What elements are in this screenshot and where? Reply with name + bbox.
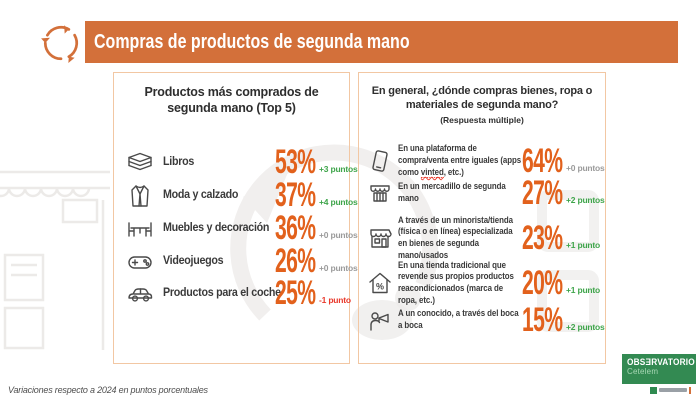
percentage-value: 53% bbox=[275, 143, 316, 181]
percentage-value: 26% bbox=[275, 242, 316, 280]
list-item-muebles: Muebles y decoración 36% +0 puntos bbox=[126, 211, 358, 245]
books-icon bbox=[128, 152, 152, 170]
list-item-tienda-tradicional: % En una tienda tradicional que revende … bbox=[367, 260, 602, 305]
delta-badge: +1 punto bbox=[566, 240, 601, 250]
word-of-mouth-icon bbox=[370, 311, 389, 331]
delta-badge: +4 puntos bbox=[319, 197, 358, 207]
left-panel-title: Productos más comprados de segunda mano … bbox=[114, 84, 349, 117]
car-icon bbox=[128, 287, 153, 302]
item-value: 37% +4 puntos bbox=[275, 176, 358, 214]
list-item-minorista: A través de un minorista/tienda (física … bbox=[367, 215, 602, 260]
delta-badge: +2 puntos bbox=[566, 322, 605, 332]
list-item-videojuegos: Videojuegos 26% +0 puntos bbox=[126, 244, 358, 278]
item-value: 23% +1 punto bbox=[522, 219, 602, 257]
item-value: 64% +0 puntos bbox=[522, 142, 605, 180]
delta-badge: +2 puntos bbox=[566, 195, 605, 205]
panel-top-products: Productos más comprados de segunda mano … bbox=[113, 72, 358, 364]
item-value: 53% +3 puntos bbox=[275, 143, 358, 181]
list-item-boca-a-boca: A un conocido, a través del boca a boca … bbox=[367, 301, 605, 339]
right-panel-subtitle: (Respuesta múltiple) bbox=[440, 114, 524, 125]
item-value: 20% +1 punto bbox=[522, 264, 602, 302]
left-panel-title-line1: Productos más comprados de bbox=[144, 85, 319, 99]
list-item-mercadillo: En un mercadillo de segunda mano 27% +2 … bbox=[367, 174, 605, 212]
logo-line2: Cetelem bbox=[627, 367, 659, 376]
item-label: En una tienda tradicional que revende su… bbox=[398, 259, 514, 305]
item-value: 26% +0 puntos bbox=[275, 242, 358, 280]
right-panel-title: En general, ¿dónde compras bienes, ropa … bbox=[359, 84, 605, 113]
percentage-value: 64% bbox=[522, 142, 563, 180]
percentage-value: 27% bbox=[522, 174, 563, 212]
header-bar: Compras de productos de segunda mano bbox=[85, 21, 678, 63]
percentage-value: 37% bbox=[275, 176, 316, 214]
item-label: Moda y calzado bbox=[163, 189, 239, 201]
list-item-coche: Productos para el coche 25% -1 punto bbox=[126, 276, 351, 310]
left-panel-title-line2: segunda mano (Top 5) bbox=[167, 101, 296, 116]
smartphone-icon bbox=[372, 149, 388, 172]
right-panel-title-line2: materiales de segunda mano? bbox=[405, 99, 559, 112]
item-label: Libros bbox=[163, 156, 195, 168]
suit-icon bbox=[131, 184, 149, 207]
item-value: 15% +2 puntos bbox=[522, 301, 605, 339]
market-stall-icon bbox=[370, 184, 390, 202]
item-label: A través de un minorista/tienda (física … bbox=[398, 214, 513, 260]
observatorio-cetelem-logo: OBSƎRVATORIO Cetelem bbox=[622, 354, 696, 384]
list-item-libros: Libros 53% +3 puntos bbox=[126, 145, 358, 179]
list-item-plataforma: En una plataforma de compra/venta entre … bbox=[367, 142, 605, 180]
percentage-value: 20% bbox=[522, 264, 563, 302]
bnp-accent-glyph bbox=[689, 386, 691, 394]
delta-badge: +0 puntos bbox=[319, 263, 358, 273]
right-panel-title-line1: En general, ¿dónde compras bienes, ropa … bbox=[371, 85, 593, 97]
svg-text:%: % bbox=[376, 281, 384, 291]
delta-badge: +0 puntos bbox=[566, 163, 605, 173]
logo-line1: OBSƎRVATORIO bbox=[627, 357, 695, 367]
list-item-moda: Moda y calzado 37% +4 puntos bbox=[126, 178, 358, 212]
house-percent-icon: % bbox=[369, 272, 391, 293]
item-label: Muebles y decoración bbox=[163, 222, 270, 234]
bnp-square-glyph bbox=[650, 386, 657, 394]
bnp-text-glyph bbox=[659, 388, 687, 392]
panel-purchase-channels: En general, ¿dónde compras bienes, ropa … bbox=[358, 72, 606, 364]
percentage-value: 25% bbox=[275, 274, 316, 312]
delta-badge: +3 puntos bbox=[319, 164, 358, 174]
highlighted-word: vinted bbox=[420, 166, 444, 178]
item-label: A un conocido, a través del boca a boca bbox=[398, 308, 519, 330]
item-label: Videojuegos bbox=[163, 255, 224, 267]
gamepad-icon bbox=[128, 255, 152, 269]
background-watermark-store-sketch bbox=[0, 170, 110, 350]
furniture-icon bbox=[128, 221, 152, 237]
footnote: Variaciones respecto a 2024 en puntos po… bbox=[8, 385, 208, 395]
item-label: En una plataforma de compra/venta entre … bbox=[398, 143, 522, 178]
recycle-arrows-icon bbox=[41, 25, 79, 63]
item-label: En un mercadillo de segunda mano bbox=[398, 181, 506, 203]
item-label: Productos para el coche bbox=[163, 287, 281, 299]
percentage-value: 36% bbox=[275, 209, 316, 247]
item-value: 25% -1 punto bbox=[275, 274, 355, 312]
bnp-paribas-mark bbox=[650, 386, 696, 394]
item-value: 36% +0 puntos bbox=[275, 209, 358, 247]
delta-badge: -1 punto bbox=[319, 295, 351, 305]
item-value: 27% +2 puntos bbox=[522, 174, 605, 212]
percentage-value: 15% bbox=[522, 301, 563, 339]
delta-badge: +1 punto bbox=[566, 285, 601, 295]
delta-badge: +0 puntos bbox=[319, 230, 358, 240]
storefront-icon bbox=[370, 228, 392, 248]
page-title: Compras de productos de segunda mano bbox=[94, 30, 410, 53]
percentage-value: 23% bbox=[522, 219, 563, 257]
